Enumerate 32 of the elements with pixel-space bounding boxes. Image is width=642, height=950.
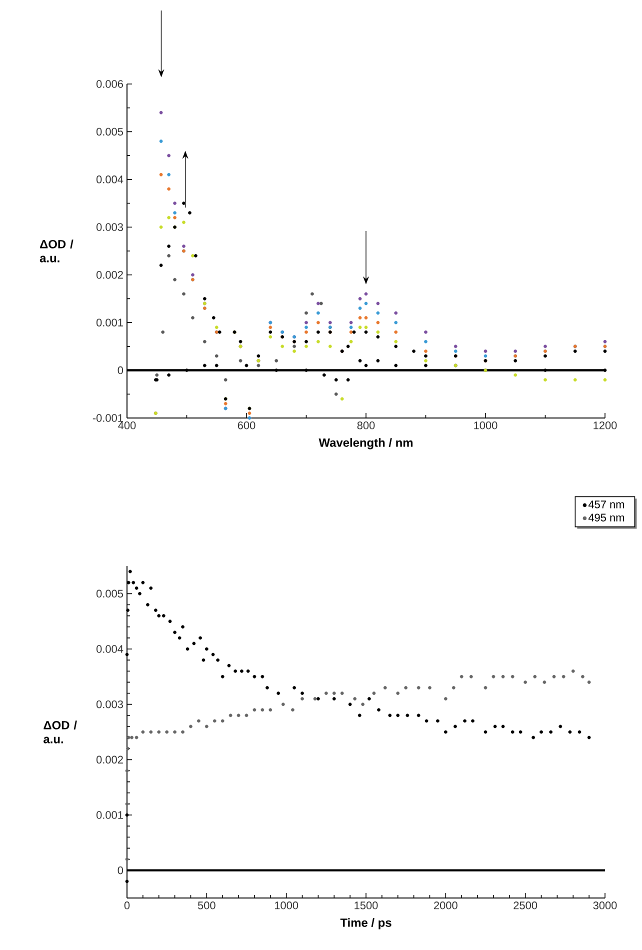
- y-tick-label: 0: [118, 366, 124, 374]
- y-tick-label: -0.001: [92, 414, 123, 422]
- y-tick-label: 0.004: [96, 176, 124, 184]
- y-tick-label: 0.001: [96, 811, 123, 819]
- x-tick-label: 800: [357, 422, 375, 430]
- y-tick-label: 0.002: [96, 270, 123, 279]
- y-tick-label: 0.006: [96, 80, 123, 88]
- y-tick-label: 0.003: [96, 700, 123, 708]
- y-tick-label: 0.005: [96, 128, 124, 136]
- x-tick-label: 400: [118, 422, 136, 430]
- y-tick-label: 0: [118, 866, 124, 874]
- y-tick-label: 0.003: [96, 223, 123, 232]
- x-tick-label: 600: [238, 422, 256, 430]
- y-tick-label: 0.002: [96, 756, 123, 764]
- x-tick-label: 1500: [354, 902, 378, 910]
- legend-label: 457 nm: [588, 500, 624, 508]
- legend-label: 495 nm: [588, 514, 624, 522]
- x-tick-label: 1000: [474, 422, 498, 430]
- y-axis-title: ΔOD / a.u.: [40, 240, 74, 262]
- x-tick-label: 0: [124, 902, 130, 910]
- x-tick-label: 1000: [274, 902, 298, 910]
- y-tick-label: 0.005: [96, 590, 124, 598]
- x-tick-label: 1200: [594, 422, 617, 430]
- y-tick-label: 0.004: [96, 645, 124, 653]
- x-tick-label: 2000: [434, 902, 458, 910]
- y-tick-label: 0.001: [96, 318, 123, 326]
- x-axis-title: Time / ps: [340, 918, 392, 930]
- y-axis-title: ΔOD / a.u.: [44, 720, 77, 744]
- x-tick-label: 500: [198, 902, 216, 910]
- x-tick-label: 2500: [514, 902, 538, 910]
- x-axis-title: Wavelength / nm: [318, 438, 413, 450]
- x-tick-label: 3000: [593, 902, 617, 910]
